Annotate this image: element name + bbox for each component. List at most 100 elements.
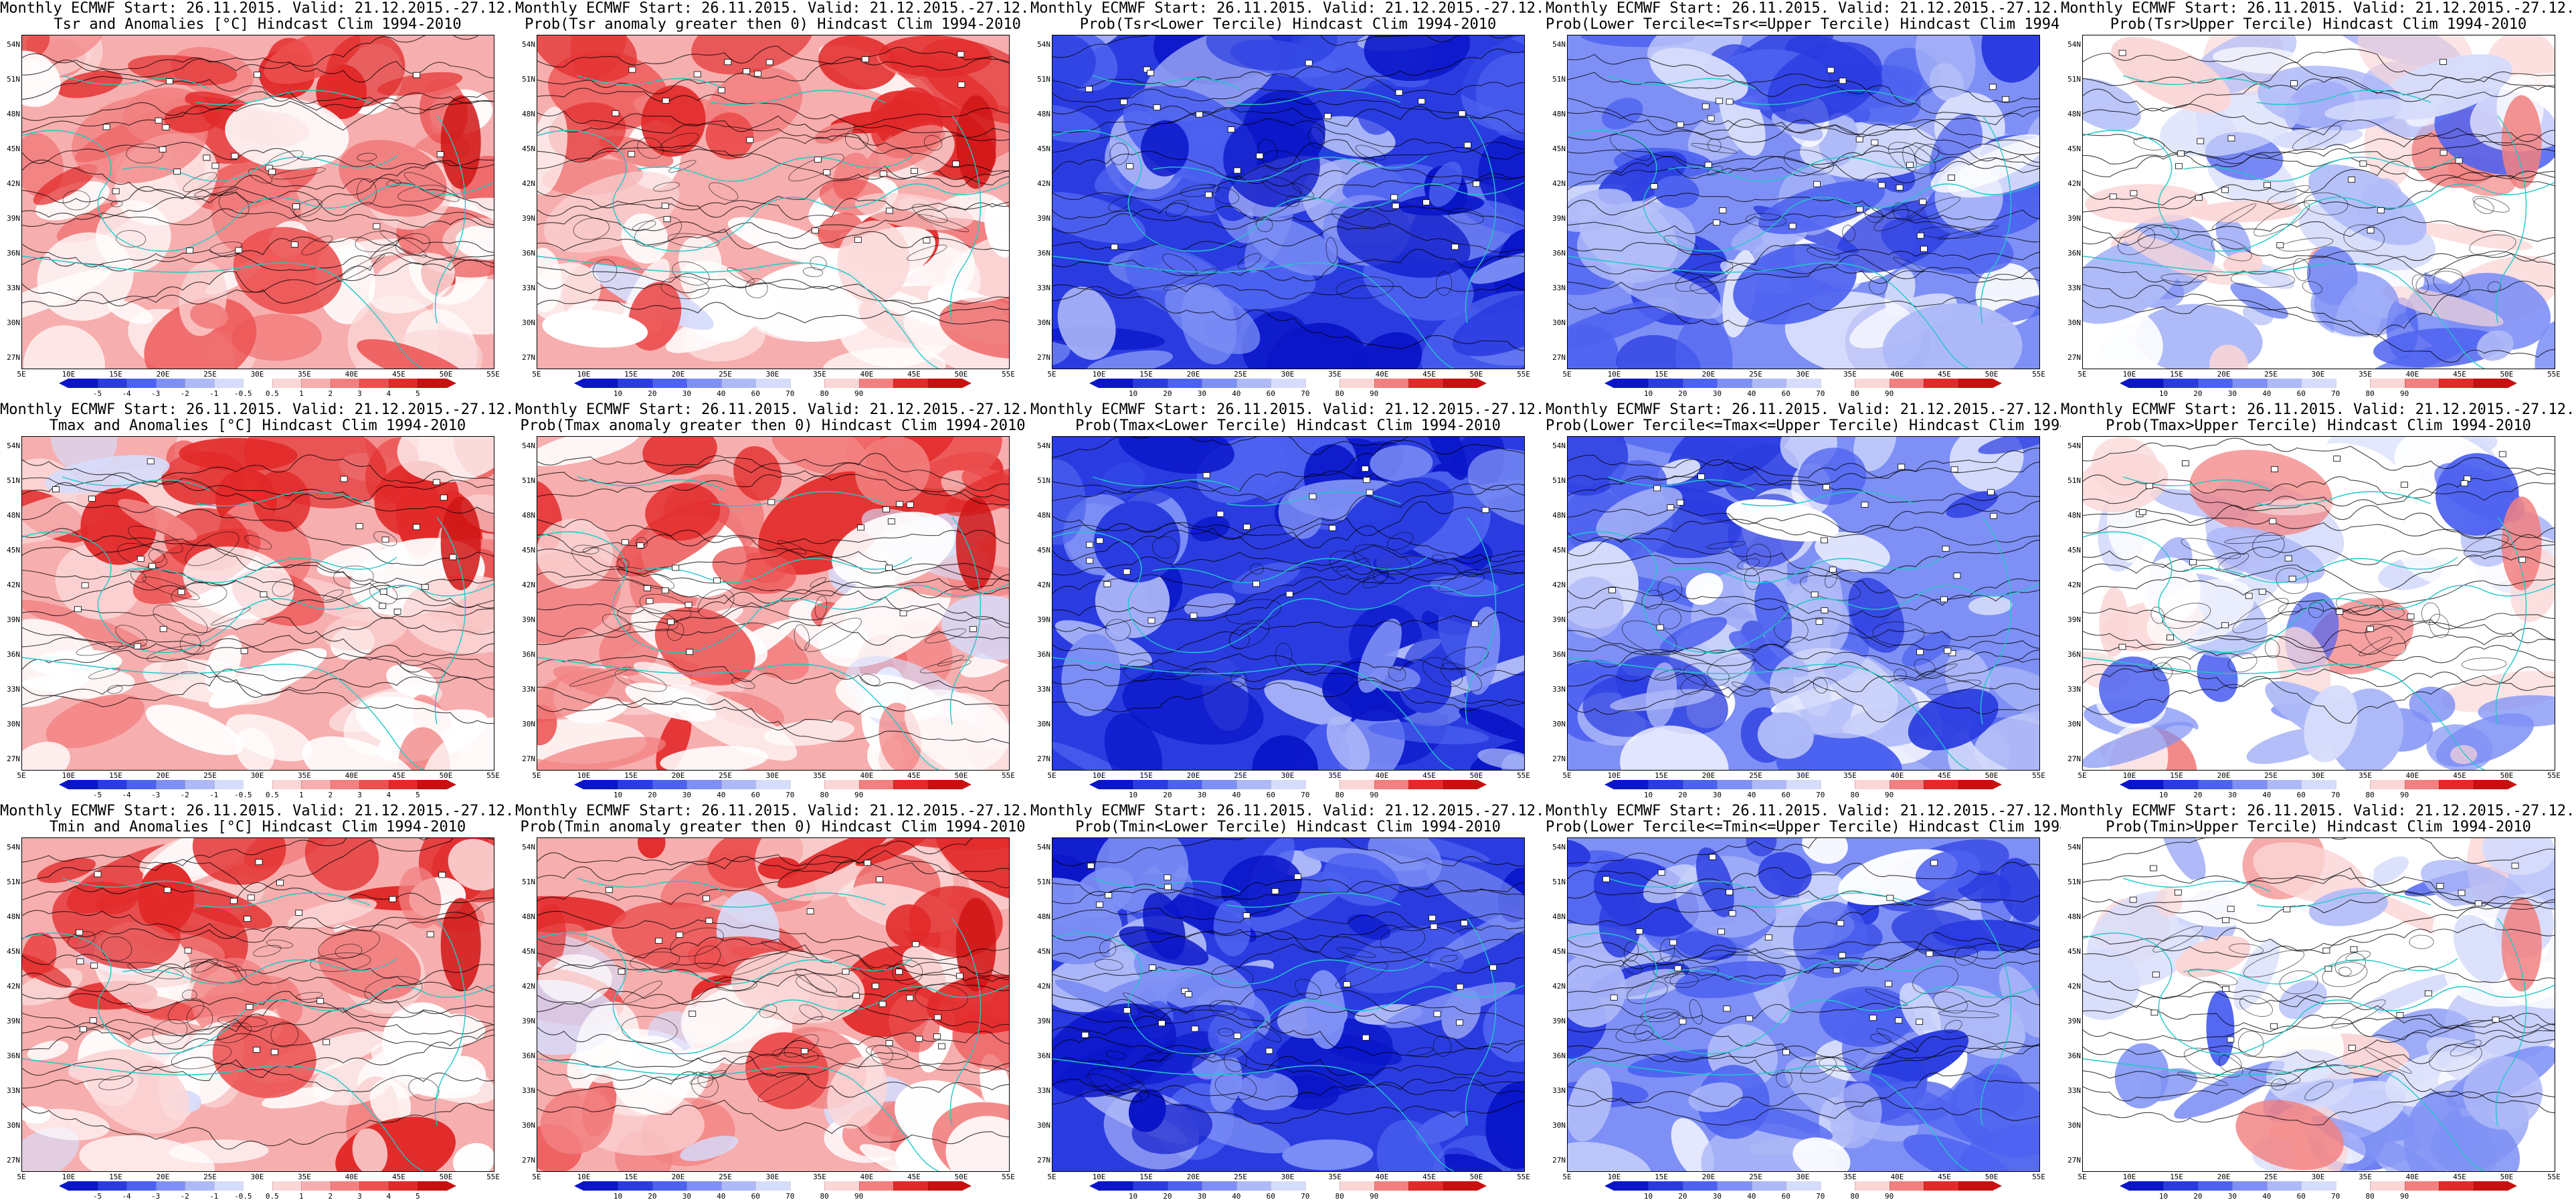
station-marker — [1886, 894, 1894, 901]
longitude-tick-label: 15E — [2170, 1173, 2183, 1181]
station-marker — [80, 1026, 87, 1033]
station-marker — [276, 880, 284, 886]
terrain-contour — [1440, 955, 1459, 963]
longitude-tick-label: 55E — [1002, 771, 1015, 780]
latitude-tick-label: 36N — [7, 650, 20, 659]
latitude-tick-label: 51N — [2067, 476, 2081, 485]
map-plot-area — [1052, 837, 1525, 1172]
field-patch — [927, 974, 1009, 1034]
colorbar-segment — [155, 1181, 185, 1191]
colorbar-segment — [2197, 1181, 2233, 1191]
station-marker — [906, 502, 914, 508]
latitude-tick-label: 39N — [522, 214, 535, 223]
terrain-contour — [2278, 237, 2334, 252]
terrain-contour — [272, 167, 326, 180]
colorbar-segment — [858, 379, 894, 388]
isotherm-contour — [2083, 127, 2555, 177]
colorbar-segment — [1889, 1181, 1924, 1191]
station-marker — [393, 608, 401, 615]
map-panel: Monthly ECMWF Start: 26.11.2015. Valid: … — [515, 0, 1030, 401]
longitude-tick-label: 40E — [345, 771, 359, 780]
station-marker — [247, 894, 255, 901]
terrain-contour — [1163, 268, 1218, 291]
isotherm-contour — [2083, 1045, 2555, 1114]
terrain-contour — [2211, 203, 2257, 230]
terrain-contour — [152, 1019, 188, 1044]
field-patch — [434, 1013, 486, 1044]
latitude-tick-label: 27N — [1552, 1156, 1566, 1165]
field-patch — [1221, 855, 1302, 918]
station-marker — [2138, 509, 2146, 515]
colorbar-segment — [790, 1181, 825, 1191]
isotherm-contour — [2083, 1026, 2555, 1079]
longitude-tick-label: 30E — [250, 370, 264, 379]
colorbar-segment — [2473, 379, 2508, 388]
station-marker — [1764, 934, 1772, 940]
station-marker — [643, 585, 651, 591]
colorbar — [1604, 780, 2002, 789]
colorbar-segment — [824, 379, 859, 388]
latitude-tick-label: 48N — [7, 912, 20, 921]
field-patch — [1086, 350, 1174, 369]
colorbar-tick-label: 20 — [1678, 1192, 1687, 1201]
colorbar-arrow — [1477, 379, 1487, 388]
colorbar-segment — [927, 379, 962, 388]
terrain-contour — [2421, 602, 2440, 625]
field-patch — [2266, 1049, 2354, 1109]
terrain-contour — [918, 214, 970, 232]
isotherm-contour — [22, 954, 494, 993]
colorbar-tick-label: 60 — [1781, 389, 1790, 398]
longitude-tick-label: 30E — [765, 771, 779, 780]
terrain-contour — [115, 625, 148, 647]
station-marker — [1362, 1034, 1370, 1041]
station-marker — [1906, 161, 1914, 168]
terrain-contour — [355, 231, 399, 252]
colorbar-segment — [858, 1181, 894, 1191]
terrain-contour — [772, 1047, 820, 1064]
isotherm-contour — [1568, 862, 2039, 890]
colorbar-tick-label: 90 — [1885, 389, 1894, 398]
isotherm-contour — [1568, 98, 2039, 155]
field-patch — [2213, 47, 2314, 74]
colorbar-arrow — [59, 379, 68, 388]
field-patch — [1568, 839, 1591, 868]
station-marker — [1855, 206, 1863, 213]
field-patch — [540, 1088, 614, 1155]
latitude-tick-label: 33N — [1037, 284, 1050, 292]
station-marker — [1920, 245, 1928, 252]
colorbar — [1089, 379, 1487, 388]
colorbar-segment — [2163, 379, 2198, 388]
isotherm-contour — [22, 76, 494, 111]
station-marker — [449, 554, 457, 561]
terrain-contour — [1407, 1047, 1434, 1056]
colorbar-tick-label: 10 — [1643, 1192, 1653, 1201]
latitude-tick-label: 30N — [522, 318, 535, 327]
latitude-tick-label: 45N — [2067, 947, 2081, 956]
isotherm-contour — [537, 1027, 1009, 1072]
coastline — [1092, 476, 1240, 491]
coastline — [1052, 531, 1524, 654]
field-patch — [1164, 284, 1261, 355]
longitude-tick-label: 40E — [1375, 370, 1389, 379]
colorbar-tick-label: 20 — [2193, 791, 2203, 799]
latitude-tick-label: 36N — [522, 650, 535, 659]
field-patch — [625, 682, 716, 722]
longitude-tick-label: 30E — [1796, 771, 1810, 780]
colorbar-segment — [686, 1181, 721, 1191]
isotherm-contour — [1052, 1051, 1524, 1077]
coastline — [1980, 115, 2012, 324]
station-marker — [1916, 1019, 1924, 1025]
longitude-tick-label: 15E — [2170, 771, 2183, 780]
colorbar-segment — [2266, 1181, 2302, 1191]
panel-title-variable: Prob(Tmin anomaly greater then 0) Hindca… — [520, 819, 1026, 835]
longitude-tick-label: 45E — [392, 1173, 405, 1181]
colorbar-segment — [1443, 1181, 1477, 1191]
terrain-contour — [1737, 558, 1760, 570]
longitude-tick-label: 40E — [860, 370, 874, 379]
colorbar-segment — [359, 1181, 389, 1191]
field-patch — [1654, 175, 1699, 209]
isotherm-contour — [537, 140, 1009, 186]
longitude-tick-label: 10E — [577, 370, 591, 379]
station-marker — [1294, 874, 1301, 880]
longitude-tick-label: 50E — [1469, 771, 1483, 780]
